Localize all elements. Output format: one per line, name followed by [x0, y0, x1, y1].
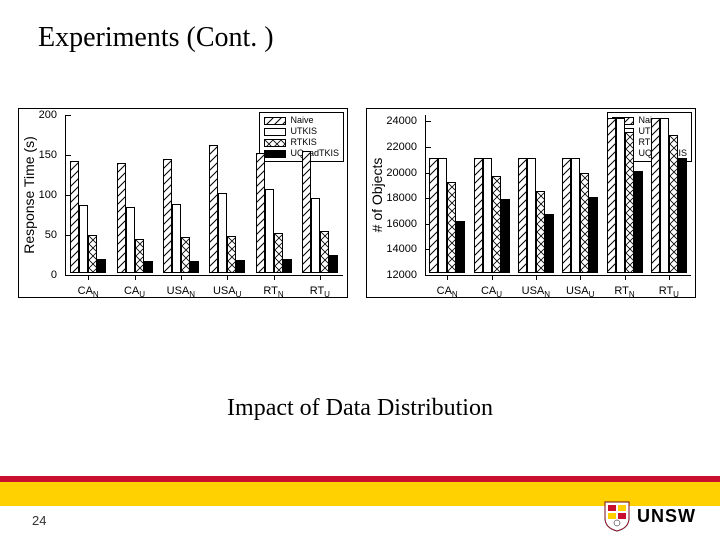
crest-icon: [603, 500, 631, 532]
bar: [474, 158, 483, 273]
bar: [501, 199, 510, 273]
chart-row: Response Time (s)050100150200NaiveUTKISR…: [18, 108, 696, 298]
bar: [438, 158, 447, 273]
bar: [669, 135, 678, 273]
bar: [678, 158, 687, 273]
ytick-label: 24000: [386, 115, 417, 127]
legend-swatch: [264, 139, 286, 147]
bar: [607, 118, 616, 273]
bar: [589, 197, 598, 273]
ytick-label: 12000: [386, 269, 417, 281]
bar: [625, 132, 634, 273]
chart-right-wrap: # of Objects 12000 14000 16000 18000 20000 220…: [366, 108, 696, 298]
bar: [256, 153, 265, 273]
bar: [163, 159, 172, 273]
bar: [527, 158, 536, 273]
xtick-label: CAN: [437, 285, 458, 299]
bar: [144, 261, 153, 273]
bar: [545, 214, 554, 273]
legend-label: UTKIS: [290, 126, 317, 137]
ytick-label: 100: [39, 189, 57, 201]
bar: [88, 235, 97, 273]
ytick-label: 20000: [386, 167, 417, 179]
bar: [181, 237, 190, 273]
bar: [580, 173, 589, 273]
bar: [283, 259, 292, 273]
slide-title: Experiments (Cont. ): [38, 22, 274, 54]
bar: [634, 171, 643, 273]
xtick-label: RTN: [263, 285, 283, 299]
ytick-label: 50: [45, 229, 57, 241]
xtick-label: CAU: [481, 285, 502, 299]
bar: [209, 145, 218, 273]
bar: [227, 236, 236, 273]
bar: [562, 158, 571, 273]
y-axis-label: # of Objects: [369, 158, 385, 233]
legend-swatch: [264, 150, 286, 158]
legend-swatch: [264, 117, 286, 125]
xtick-label: RTN: [614, 285, 634, 299]
bar: [218, 193, 227, 273]
page-number: 24: [32, 513, 46, 528]
ytick-label: 22000: [386, 141, 417, 153]
bar: [79, 205, 88, 273]
xtick-label: RTU: [310, 285, 330, 299]
response-time-chart: Response Time (s)050100150200NaiveUTKISR…: [18, 108, 348, 298]
bar: [126, 207, 135, 273]
chart-caption: Impact of Data Distribution: [0, 395, 720, 422]
xtick-label: USAU: [213, 285, 241, 299]
xtick-label: USAN: [167, 285, 195, 299]
ytick-label: 18000: [386, 192, 417, 204]
xtick-label: USAU: [566, 285, 594, 299]
bar: [660, 118, 669, 273]
bar: [70, 161, 79, 273]
bar: [483, 158, 492, 273]
bar: [190, 261, 199, 273]
bar: [97, 259, 106, 273]
bar: [302, 151, 311, 273]
ytick-label: 14000: [386, 243, 417, 255]
ytick-label: 200: [39, 109, 57, 121]
footer: 24 UNSW: [0, 476, 720, 540]
xtick-label: USAN: [522, 285, 550, 299]
objects-chart: # of Objects 12000 14000 16000 18000 20000 220…: [366, 108, 696, 298]
y-axis-label: Response Time (s): [21, 136, 37, 253]
slide: Experiments (Cont. ) Response Time (s) 0 5…: [0, 0, 720, 540]
bar: [117, 163, 126, 273]
bar: [518, 158, 527, 273]
bar: [616, 118, 625, 273]
legend-label: RTKIS: [290, 137, 316, 148]
bar: [456, 221, 465, 273]
logo-text: UNSW: [637, 506, 696, 527]
bar: [329, 255, 338, 273]
unsw-logo: UNSW: [603, 500, 696, 532]
ytick-label: 0: [51, 269, 57, 281]
xtick-label: CAU: [124, 285, 145, 299]
ytick-label: 150: [39, 149, 57, 161]
bar: [265, 189, 274, 273]
bar: [172, 204, 181, 273]
bar: [536, 191, 545, 273]
bar: [492, 176, 501, 273]
bar: [320, 231, 329, 273]
ytick-label: 16000: [386, 218, 417, 230]
bar: [571, 158, 580, 273]
chart-left-wrap: Response Time (s)050100150200NaiveUTKISR…: [18, 108, 348, 298]
xtick-label: RTU: [659, 285, 679, 299]
bar: [236, 260, 245, 273]
bar: [651, 118, 660, 273]
bar: [274, 233, 283, 273]
bar: [429, 158, 438, 273]
bar: [311, 198, 320, 273]
legend-label: Naive: [290, 115, 313, 126]
xtick-label: CAN: [78, 285, 99, 299]
legend-swatch: [264, 128, 286, 136]
legend-label: UQuadTKIS: [290, 148, 339, 159]
bar: [447, 182, 456, 273]
bar: [135, 239, 144, 273]
